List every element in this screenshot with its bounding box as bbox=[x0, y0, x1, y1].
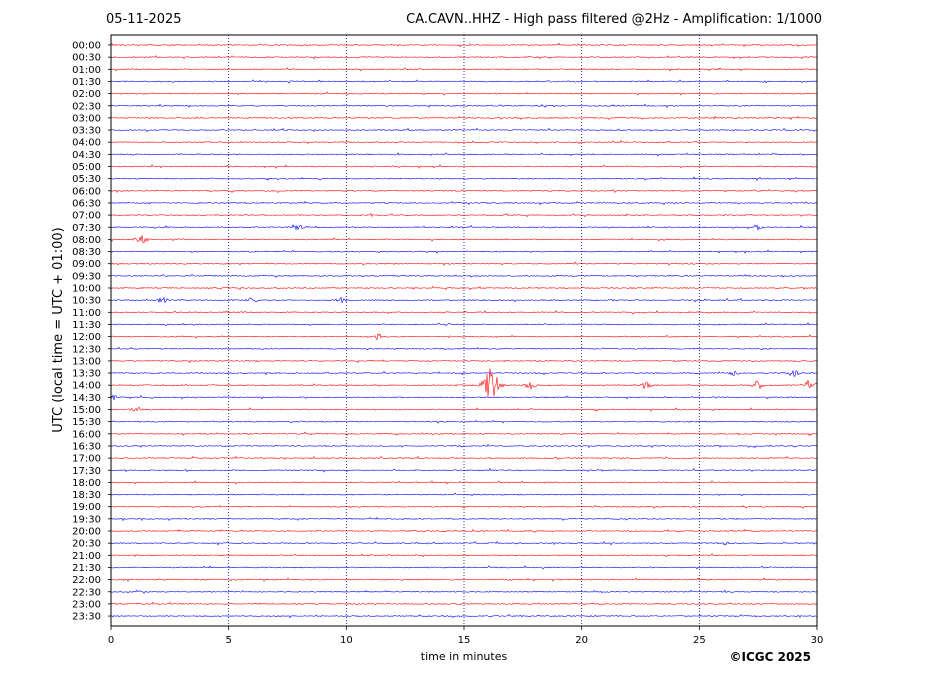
y-tick-label: 17:30 bbox=[72, 466, 101, 477]
y-tick-label: 05:30 bbox=[72, 174, 101, 185]
y-tick-label: 12:00 bbox=[72, 332, 101, 343]
trace-row-1230 bbox=[110, 346, 818, 351]
trace-row-0500 bbox=[110, 164, 818, 169]
x-tick-label: 25 bbox=[693, 635, 706, 646]
trace-row-1330 bbox=[110, 369, 818, 377]
trace-row-1500 bbox=[110, 406, 818, 412]
trace-row-0200 bbox=[110, 91, 818, 96]
trace-row-0330 bbox=[110, 127, 818, 133]
trace-row-0300 bbox=[110, 115, 818, 121]
y-tick-label: 16:30 bbox=[72, 441, 101, 452]
x-tick-label: 10 bbox=[340, 635, 353, 646]
y-tick-label: 03:30 bbox=[72, 126, 101, 137]
trace-row-1430 bbox=[110, 394, 818, 401]
x-axis-label: time in minutes bbox=[421, 650, 508, 663]
y-tick-label: 09:00 bbox=[72, 259, 101, 270]
x-tick-label: 30 bbox=[811, 635, 824, 646]
trace-row-0030 bbox=[110, 55, 818, 60]
x-tick-label: 0 bbox=[108, 635, 114, 646]
y-tick-label: 18:30 bbox=[72, 490, 101, 501]
copyright-text: ©ICGC 2025 bbox=[729, 650, 811, 664]
y-tick-label: 00:00 bbox=[72, 41, 101, 52]
y-tick-label: 03:00 bbox=[72, 113, 101, 124]
trace-row-2330 bbox=[110, 613, 818, 619]
trace-row-2200 bbox=[110, 577, 818, 582]
y-tick-label: 21:30 bbox=[72, 563, 101, 574]
y-tick-label: 04:00 bbox=[72, 138, 101, 149]
y-tick-label: 15:00 bbox=[72, 405, 101, 416]
y-tick-label: 05:00 bbox=[72, 162, 101, 173]
y-tick-label: 09:30 bbox=[72, 271, 101, 282]
y-tick-label: 17:00 bbox=[72, 454, 101, 465]
x-tick-label: 5 bbox=[225, 635, 231, 646]
y-tick-label: 16:00 bbox=[72, 429, 101, 440]
y-tick-label: 14:30 bbox=[72, 393, 101, 404]
chart-title: CA.CAVN..HHZ - High pass filtered @2Hz -… bbox=[406, 12, 822, 27]
y-tick-label: 21:00 bbox=[72, 551, 101, 562]
y-tick-label: 06:00 bbox=[72, 186, 101, 197]
trace-row-0400 bbox=[110, 139, 818, 145]
y-tick-label: 10:00 bbox=[72, 284, 101, 295]
y-tick-label: 08:30 bbox=[72, 247, 101, 258]
trace-row-0530 bbox=[110, 176, 818, 182]
trace-row-0130 bbox=[110, 79, 818, 84]
y-tick-label: 12:30 bbox=[72, 344, 101, 355]
y-tick-label: 07:30 bbox=[72, 223, 101, 234]
trace-row-0100 bbox=[110, 67, 818, 72]
y-tick-label: 02:30 bbox=[72, 101, 101, 112]
trace-row-0430 bbox=[110, 152, 818, 157]
y-tick-label: 01:30 bbox=[72, 77, 101, 88]
chart-date: 05-11-2025 bbox=[106, 12, 182, 27]
y-tick-label: 19:30 bbox=[72, 514, 101, 525]
y-tick-label: 15:30 bbox=[72, 417, 101, 428]
y-tick-label: 19:00 bbox=[72, 502, 101, 513]
trace-row-1130 bbox=[110, 322, 818, 327]
grid-layer bbox=[228, 35, 700, 626]
y-tick-label: 08:00 bbox=[72, 235, 101, 246]
trace-row-1030 bbox=[110, 296, 818, 304]
y-tick-label: 07:00 bbox=[72, 211, 101, 222]
y-tick-label: 00:30 bbox=[72, 53, 101, 64]
y-tick-label: 02:00 bbox=[72, 89, 101, 100]
trace-row-1100 bbox=[110, 310, 818, 315]
trace-row-1400 bbox=[110, 368, 818, 397]
y-tick-label: 11:00 bbox=[72, 308, 101, 319]
plot-frame bbox=[110, 34, 818, 627]
trace-row-0230 bbox=[110, 103, 818, 108]
trace-row-1200 bbox=[110, 333, 818, 341]
trace-layer bbox=[110, 42, 818, 619]
y-tick-label: 13:00 bbox=[72, 356, 101, 367]
y-tick-label: 04:30 bbox=[72, 150, 101, 161]
y-tick-label: 22:00 bbox=[72, 575, 101, 586]
y-tick-label: 20:30 bbox=[72, 539, 101, 550]
y-tick-label: 01:00 bbox=[72, 65, 101, 76]
y-tick-label: 20:00 bbox=[72, 527, 101, 538]
y-tick-label: 06:30 bbox=[72, 198, 101, 209]
x-tick-label: 20 bbox=[575, 635, 588, 646]
y-tick-label: 10:30 bbox=[72, 296, 101, 307]
y-tick-label: 22:30 bbox=[72, 587, 101, 598]
y-tick-label: 13:30 bbox=[72, 369, 101, 380]
trace-row-2300 bbox=[110, 601, 818, 606]
x-tick-label: 15 bbox=[458, 635, 471, 646]
y-axis-label: UTC (local time = UTC + 01:00) bbox=[51, 227, 66, 432]
y-tick-label: 11:30 bbox=[72, 320, 101, 331]
trace-row-2230 bbox=[110, 589, 818, 594]
y-tick-label: 14:00 bbox=[72, 381, 101, 392]
trace-row-1300 bbox=[110, 359, 818, 364]
y-tick-label: 23:30 bbox=[72, 612, 101, 623]
y-tick-label: 23:00 bbox=[72, 599, 101, 610]
y-tick-label: 18:00 bbox=[72, 478, 101, 489]
x-tick-labels: 0 5 10 15 20 25 30 bbox=[108, 626, 824, 646]
